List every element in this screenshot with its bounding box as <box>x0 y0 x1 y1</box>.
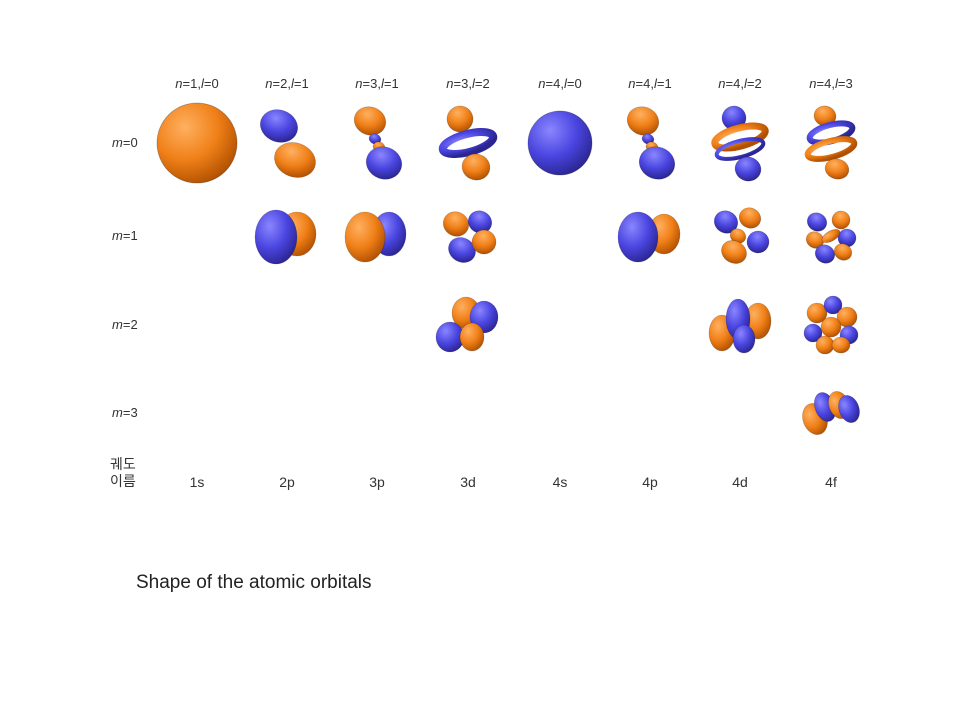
orbital-4f-m0 <box>804 105 858 180</box>
orbital-3p-m0 <box>353 106 403 180</box>
orbital-3p-m1 <box>344 211 407 263</box>
row-header-line-2: 이름 <box>110 473 136 489</box>
orbital-4s-m0 <box>527 110 593 176</box>
orbital-4p-m1 <box>617 211 681 263</box>
column-label: n=4,l=2 <box>718 76 762 91</box>
figure-caption: Shape of the atomic orbitals <box>136 572 372 593</box>
orbital-name-3d: 3d <box>460 474 476 490</box>
orbital-name-4d: 4d <box>732 474 748 490</box>
orbital-3d-m1 <box>442 210 497 263</box>
orbital-4d-m2 <box>708 298 772 354</box>
column-label: n=3,l=2 <box>446 76 490 91</box>
row-label-m2: m=2 <box>112 317 138 332</box>
column-label: n=1,l=0 <box>175 76 219 91</box>
orbital-name-3p: 3p <box>369 474 385 490</box>
orbital-4f-m3 <box>802 391 860 435</box>
column-label: n=4,l=0 <box>538 76 582 91</box>
column-label: n=3,l=1 <box>355 76 399 91</box>
orbital-name-1s: 1s <box>189 474 205 490</box>
orbital-name-2p: 2p <box>279 474 295 490</box>
column-label: n=4,l=1 <box>628 76 672 91</box>
orbital-2p-m1 <box>254 209 317 265</box>
row-label-m3: m=3 <box>112 405 138 420</box>
orbital-4d-m1 <box>713 207 770 264</box>
orbital-2p-m0 <box>260 109 316 178</box>
row-header-line-1: 궤도 <box>110 456 136 472</box>
orbital-3d-m2 <box>435 296 499 353</box>
orbital-name-4f: 4f <box>825 474 837 490</box>
orbital-name-row-header: 궤도 이름 <box>110 456 136 490</box>
orbital-3d-m0 <box>438 105 498 181</box>
orbital-4p-m0 <box>626 106 676 180</box>
column-label: n=2,l=1 <box>265 76 309 91</box>
column-label: n=4,l=3 <box>809 76 853 91</box>
orbital-4d-m0 <box>711 105 769 182</box>
orbital-4f-m1 <box>805 210 857 264</box>
row-label-m0: m=0 <box>112 135 138 150</box>
orbital-4f-m2 <box>803 295 859 355</box>
row-label-m1: m=1 <box>112 228 138 243</box>
orbital-name-4s: 4s <box>552 474 568 490</box>
orbital-name-4p: 4p <box>642 474 658 490</box>
orbital-1s-m0 <box>156 102 238 184</box>
